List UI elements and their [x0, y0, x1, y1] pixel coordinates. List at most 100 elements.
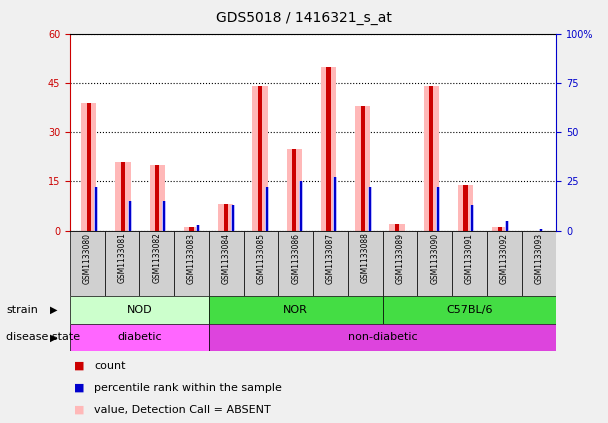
Text: strain: strain	[6, 305, 38, 315]
Bar	[209, 296, 382, 324]
Bar	[429, 86, 434, 231]
Bar	[417, 231, 452, 296]
Bar	[209, 324, 556, 351]
Text: GSM1133081: GSM1133081	[117, 233, 126, 283]
Bar	[540, 228, 542, 231]
Bar	[452, 231, 487, 296]
Bar	[300, 181, 302, 231]
Bar	[230, 205, 235, 231]
Bar	[155, 165, 159, 231]
Bar	[81, 103, 97, 231]
Bar	[382, 231, 417, 296]
Bar	[174, 231, 209, 296]
Text: GSM1133092: GSM1133092	[500, 233, 509, 283]
Bar	[506, 221, 508, 231]
Bar	[116, 162, 131, 231]
Bar	[87, 103, 91, 231]
Text: count: count	[94, 361, 126, 371]
Bar	[355, 106, 370, 231]
Text: disease state: disease state	[6, 332, 80, 342]
Bar	[313, 231, 348, 296]
Text: ▶: ▶	[50, 332, 58, 342]
Bar	[95, 187, 97, 231]
Bar	[70, 324, 209, 351]
Bar	[278, 231, 313, 296]
Text: non-diabetic: non-diabetic	[348, 332, 418, 342]
Bar	[162, 201, 166, 231]
Bar	[348, 231, 382, 296]
Text: ■: ■	[74, 405, 85, 415]
Bar	[70, 296, 209, 324]
Bar	[539, 228, 543, 231]
Text: NOR: NOR	[283, 305, 308, 315]
Bar	[266, 187, 268, 231]
Bar	[218, 204, 233, 231]
Bar	[471, 205, 474, 231]
Bar	[458, 185, 473, 231]
Bar	[196, 225, 201, 231]
Bar	[232, 205, 233, 231]
Bar	[70, 231, 105, 296]
Bar	[292, 148, 296, 231]
Text: diabetic: diabetic	[117, 332, 162, 342]
Text: ▶: ▶	[50, 305, 58, 315]
Text: ■: ■	[74, 361, 85, 371]
Bar	[258, 86, 262, 231]
Bar	[424, 86, 439, 231]
Bar	[121, 162, 125, 231]
Text: NOD: NOD	[126, 305, 152, 315]
Bar	[436, 187, 440, 231]
Text: GSM1133087: GSM1133087	[326, 233, 335, 283]
Bar	[333, 177, 337, 231]
Bar	[487, 231, 522, 296]
Bar	[163, 201, 165, 231]
Text: GSM1133085: GSM1133085	[257, 233, 266, 283]
Bar	[368, 187, 371, 231]
Text: GSM1133086: GSM1133086	[291, 233, 300, 283]
Bar	[498, 227, 502, 231]
Bar	[190, 227, 193, 231]
Bar	[321, 67, 336, 231]
Text: GSM1133091: GSM1133091	[465, 233, 474, 283]
Text: percentile rank within the sample: percentile rank within the sample	[94, 383, 282, 393]
Text: C57BL/6: C57BL/6	[446, 305, 492, 315]
Text: GSM1133082: GSM1133082	[152, 233, 161, 283]
Text: GSM1133084: GSM1133084	[222, 233, 231, 283]
Text: GDS5018 / 1416321_s_at: GDS5018 / 1416321_s_at	[216, 11, 392, 25]
Bar	[471, 205, 474, 231]
Bar	[389, 224, 405, 231]
Bar	[94, 187, 98, 231]
Bar	[252, 86, 268, 231]
Bar	[299, 181, 303, 231]
Bar	[326, 67, 331, 231]
Bar	[463, 185, 468, 231]
Text: GSM1133088: GSM1133088	[361, 233, 370, 283]
Bar	[522, 231, 556, 296]
Bar	[492, 227, 508, 231]
Bar	[184, 227, 199, 231]
Bar	[382, 296, 556, 324]
Bar	[198, 225, 199, 231]
Bar	[437, 187, 439, 231]
Bar	[286, 148, 302, 231]
Text: value, Detection Call = ABSENT: value, Detection Call = ABSENT	[94, 405, 271, 415]
Bar	[395, 224, 399, 231]
Bar	[334, 177, 336, 231]
Bar	[129, 201, 131, 231]
Bar	[265, 187, 269, 231]
Text: GSM1133080: GSM1133080	[83, 233, 92, 283]
Bar	[368, 187, 371, 231]
Bar	[361, 106, 365, 231]
Bar	[105, 231, 139, 296]
Text: GSM1133090: GSM1133090	[430, 233, 439, 284]
Bar	[224, 204, 228, 231]
Bar	[150, 165, 165, 231]
Text: GSM1133083: GSM1133083	[187, 233, 196, 283]
Text: GSM1133089: GSM1133089	[395, 233, 404, 283]
Bar	[128, 201, 132, 231]
Bar	[505, 221, 509, 231]
Text: GSM1133093: GSM1133093	[534, 233, 544, 284]
Bar	[244, 231, 278, 296]
Bar	[139, 231, 174, 296]
Bar	[209, 231, 244, 296]
